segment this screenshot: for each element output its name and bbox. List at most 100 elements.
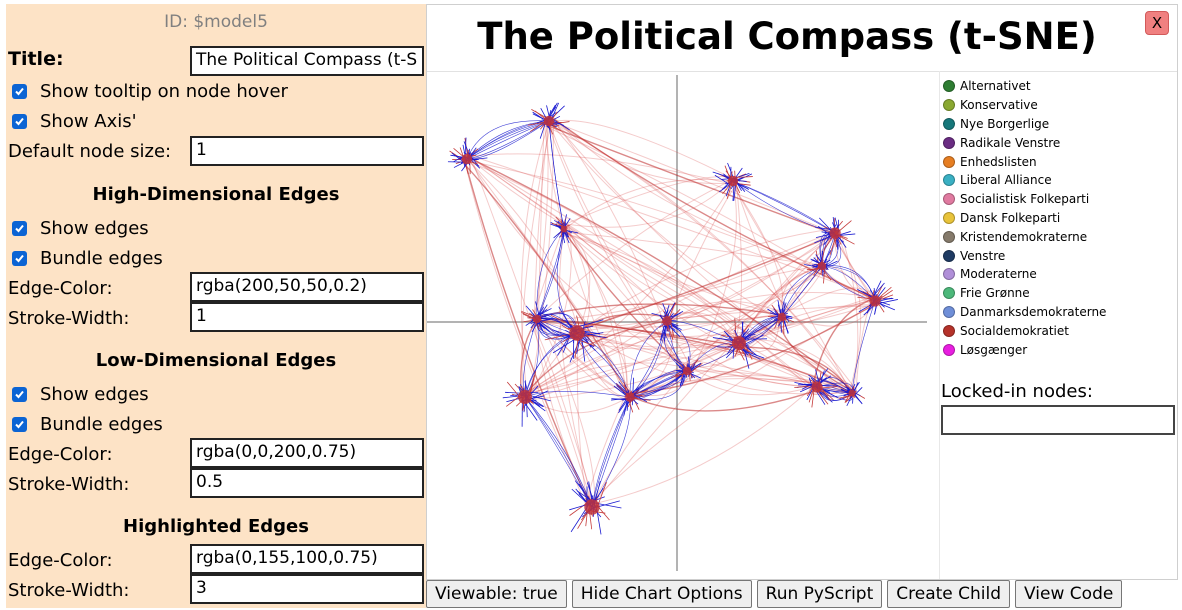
node-cluster-layer [447, 102, 898, 535]
locked-in-nodes-input[interactable] [941, 405, 1175, 435]
node-cluster[interactable] [569, 480, 622, 535]
legend-item[interactable]: Alternativet [943, 77, 1106, 96]
node-cluster[interactable] [857, 280, 898, 316]
low-dim-show-edges-checkbox[interactable] [12, 387, 27, 402]
legend-item[interactable]: Socialdemokratiet [943, 321, 1106, 340]
node-cluster[interactable] [521, 301, 552, 333]
high-dim-edge [533, 122, 550, 316]
cluster-spoke [878, 297, 893, 302]
cluster-core [560, 225, 568, 233]
chart-container: The Political Compass (t-SNE) X Alternat… [426, 4, 1178, 580]
high-dim-edge [777, 317, 849, 390]
default-node-size-input[interactable]: 1 [190, 136, 424, 166]
low-dim-bundle-edges-checkbox[interactable] [12, 417, 27, 432]
high-dim-edge-color-input[interactable]: rgba(200,50,50,0.2) [190, 272, 424, 302]
legend-item[interactable]: Dansk Folkeparti [943, 209, 1106, 228]
legend-item[interactable]: Frie Grønne [943, 284, 1106, 303]
highlighted-stroke-width-label: Stroke-Width: [8, 580, 130, 601]
cluster-spoke [449, 150, 465, 161]
cluster-spoke [844, 393, 851, 403]
cluster-spoke [539, 318, 551, 322]
cluster-spoke [469, 147, 477, 157]
high-dim-edge [528, 233, 840, 393]
highlighted-edge-color-input[interactable]: rgba(0,155,100,0.75) [190, 544, 424, 574]
high-dim-edge [549, 116, 664, 320]
node-cluster[interactable] [544, 306, 608, 363]
low-dim-edge-color-input[interactable]: rgba(0,0,200,0.75) [190, 438, 424, 468]
high-dim-show-edges-checkbox[interactable] [12, 221, 27, 236]
node-cluster[interactable] [527, 102, 570, 139]
cluster-core [848, 389, 856, 397]
tsne-graph-plot[interactable] [427, 71, 939, 579]
show-tooltip-checkbox[interactable] [12, 84, 27, 99]
cluster-spoke [714, 174, 731, 186]
hide-chart-options-button[interactable]: Hide Chart Options [571, 580, 752, 608]
legend-item[interactable]: Socialistisk Folkeparti [943, 190, 1106, 209]
cluster-spoke [821, 235, 832, 241]
high-dim-edge [533, 125, 549, 322]
legend-item[interactable]: Venstre [943, 246, 1106, 265]
node-cluster[interactable] [671, 356, 703, 387]
viewable-button[interactable]: Viewable: true [426, 580, 567, 608]
high-dim-show-edges-row[interactable]: Show edges [12, 218, 149, 239]
create-child-button[interactable]: Create Child [887, 580, 1011, 608]
node-cluster[interactable] [550, 214, 579, 244]
high-dim-show-edges-label: Show edges [40, 218, 149, 239]
node-cluster[interactable] [447, 137, 488, 175]
cluster-core [584, 499, 600, 515]
low-dim-bundle-edges-row[interactable]: Bundle edges [12, 414, 163, 435]
node-cluster[interactable] [651, 302, 684, 342]
legend-item[interactable]: Konservative [943, 96, 1106, 115]
node-cluster[interactable] [712, 162, 753, 201]
legend-item[interactable]: Danmarksdemokraterne [943, 303, 1106, 322]
legend-color-dot [943, 211, 955, 224]
high-dim-edge [528, 317, 663, 396]
node-cluster[interactable] [767, 300, 795, 335]
legend-item[interactable]: Liberal Alliance [943, 171, 1106, 190]
node-cluster[interactable] [804, 248, 838, 284]
low-dim-edge [591, 396, 631, 508]
chart-title: The Political Compass (t-SNE) [477, 15, 1097, 58]
title-input[interactable]: The Political Compass (t-S [190, 46, 424, 76]
node-cluster[interactable] [611, 377, 651, 416]
run-pyscript-button[interactable]: Run PyScript [756, 580, 883, 608]
highlighted-stroke-width-input[interactable]: 3 [190, 574, 424, 604]
legend-item[interactable]: Moderaterne [943, 265, 1106, 284]
legend-item[interactable]: Kristendemokraterne [943, 227, 1106, 246]
high-dim-edge [469, 154, 872, 297]
view-code-button[interactable]: View Code [1015, 580, 1123, 608]
legend-color-dot [943, 287, 955, 300]
low-dim-edge [851, 300, 876, 394]
high-dim-edge [544, 115, 779, 321]
legend-item[interactable]: Enhedslisten [943, 152, 1106, 171]
close-button[interactable]: X [1145, 11, 1169, 35]
edge-layer [461, 115, 880, 512]
node-cluster[interactable] [712, 318, 768, 369]
node-cluster[interactable] [794, 368, 840, 408]
cluster-core [727, 175, 739, 187]
high-dim-edge [664, 292, 876, 322]
low-dim-show-edges-row[interactable]: Show edges [12, 384, 149, 405]
show-tooltip-checkbox-row[interactable]: Show tooltip on node hover [12, 81, 288, 102]
high-dim-edge [629, 375, 852, 396]
show-axis-checkbox[interactable] [12, 114, 27, 129]
high-dim-edge [572, 227, 839, 336]
node-cluster[interactable] [502, 371, 551, 427]
high-dim-bundle-edges-checkbox[interactable] [12, 251, 27, 266]
node-cluster[interactable] [838, 381, 866, 407]
legend-item[interactable]: Løsgænger [943, 340, 1106, 359]
cluster-core [461, 153, 473, 165]
legend-item[interactable]: Nye Borgerlige [943, 115, 1106, 134]
cluster-spoke [877, 286, 892, 300]
high-dim-bundle-edges-row[interactable]: Bundle edges [12, 248, 163, 269]
show-axis-checkbox-row[interactable]: Show Axis' [12, 111, 137, 132]
high-dim-stroke-width-input[interactable]: 1 [190, 302, 424, 332]
high-dim-stroke-width-label: Stroke-Width: [8, 308, 130, 329]
high-dim-edge [592, 228, 836, 505]
node-cluster[interactable] [814, 217, 856, 255]
low-dim-stroke-width-input[interactable]: 0.5 [190, 468, 424, 498]
legend-item[interactable]: Radikale Venstre [943, 133, 1106, 152]
high-dim-edge [685, 338, 741, 369]
bottom-toolbar: Viewable: true Hide Chart Options Run Py… [426, 580, 1127, 608]
high-dim-edge [734, 184, 788, 315]
